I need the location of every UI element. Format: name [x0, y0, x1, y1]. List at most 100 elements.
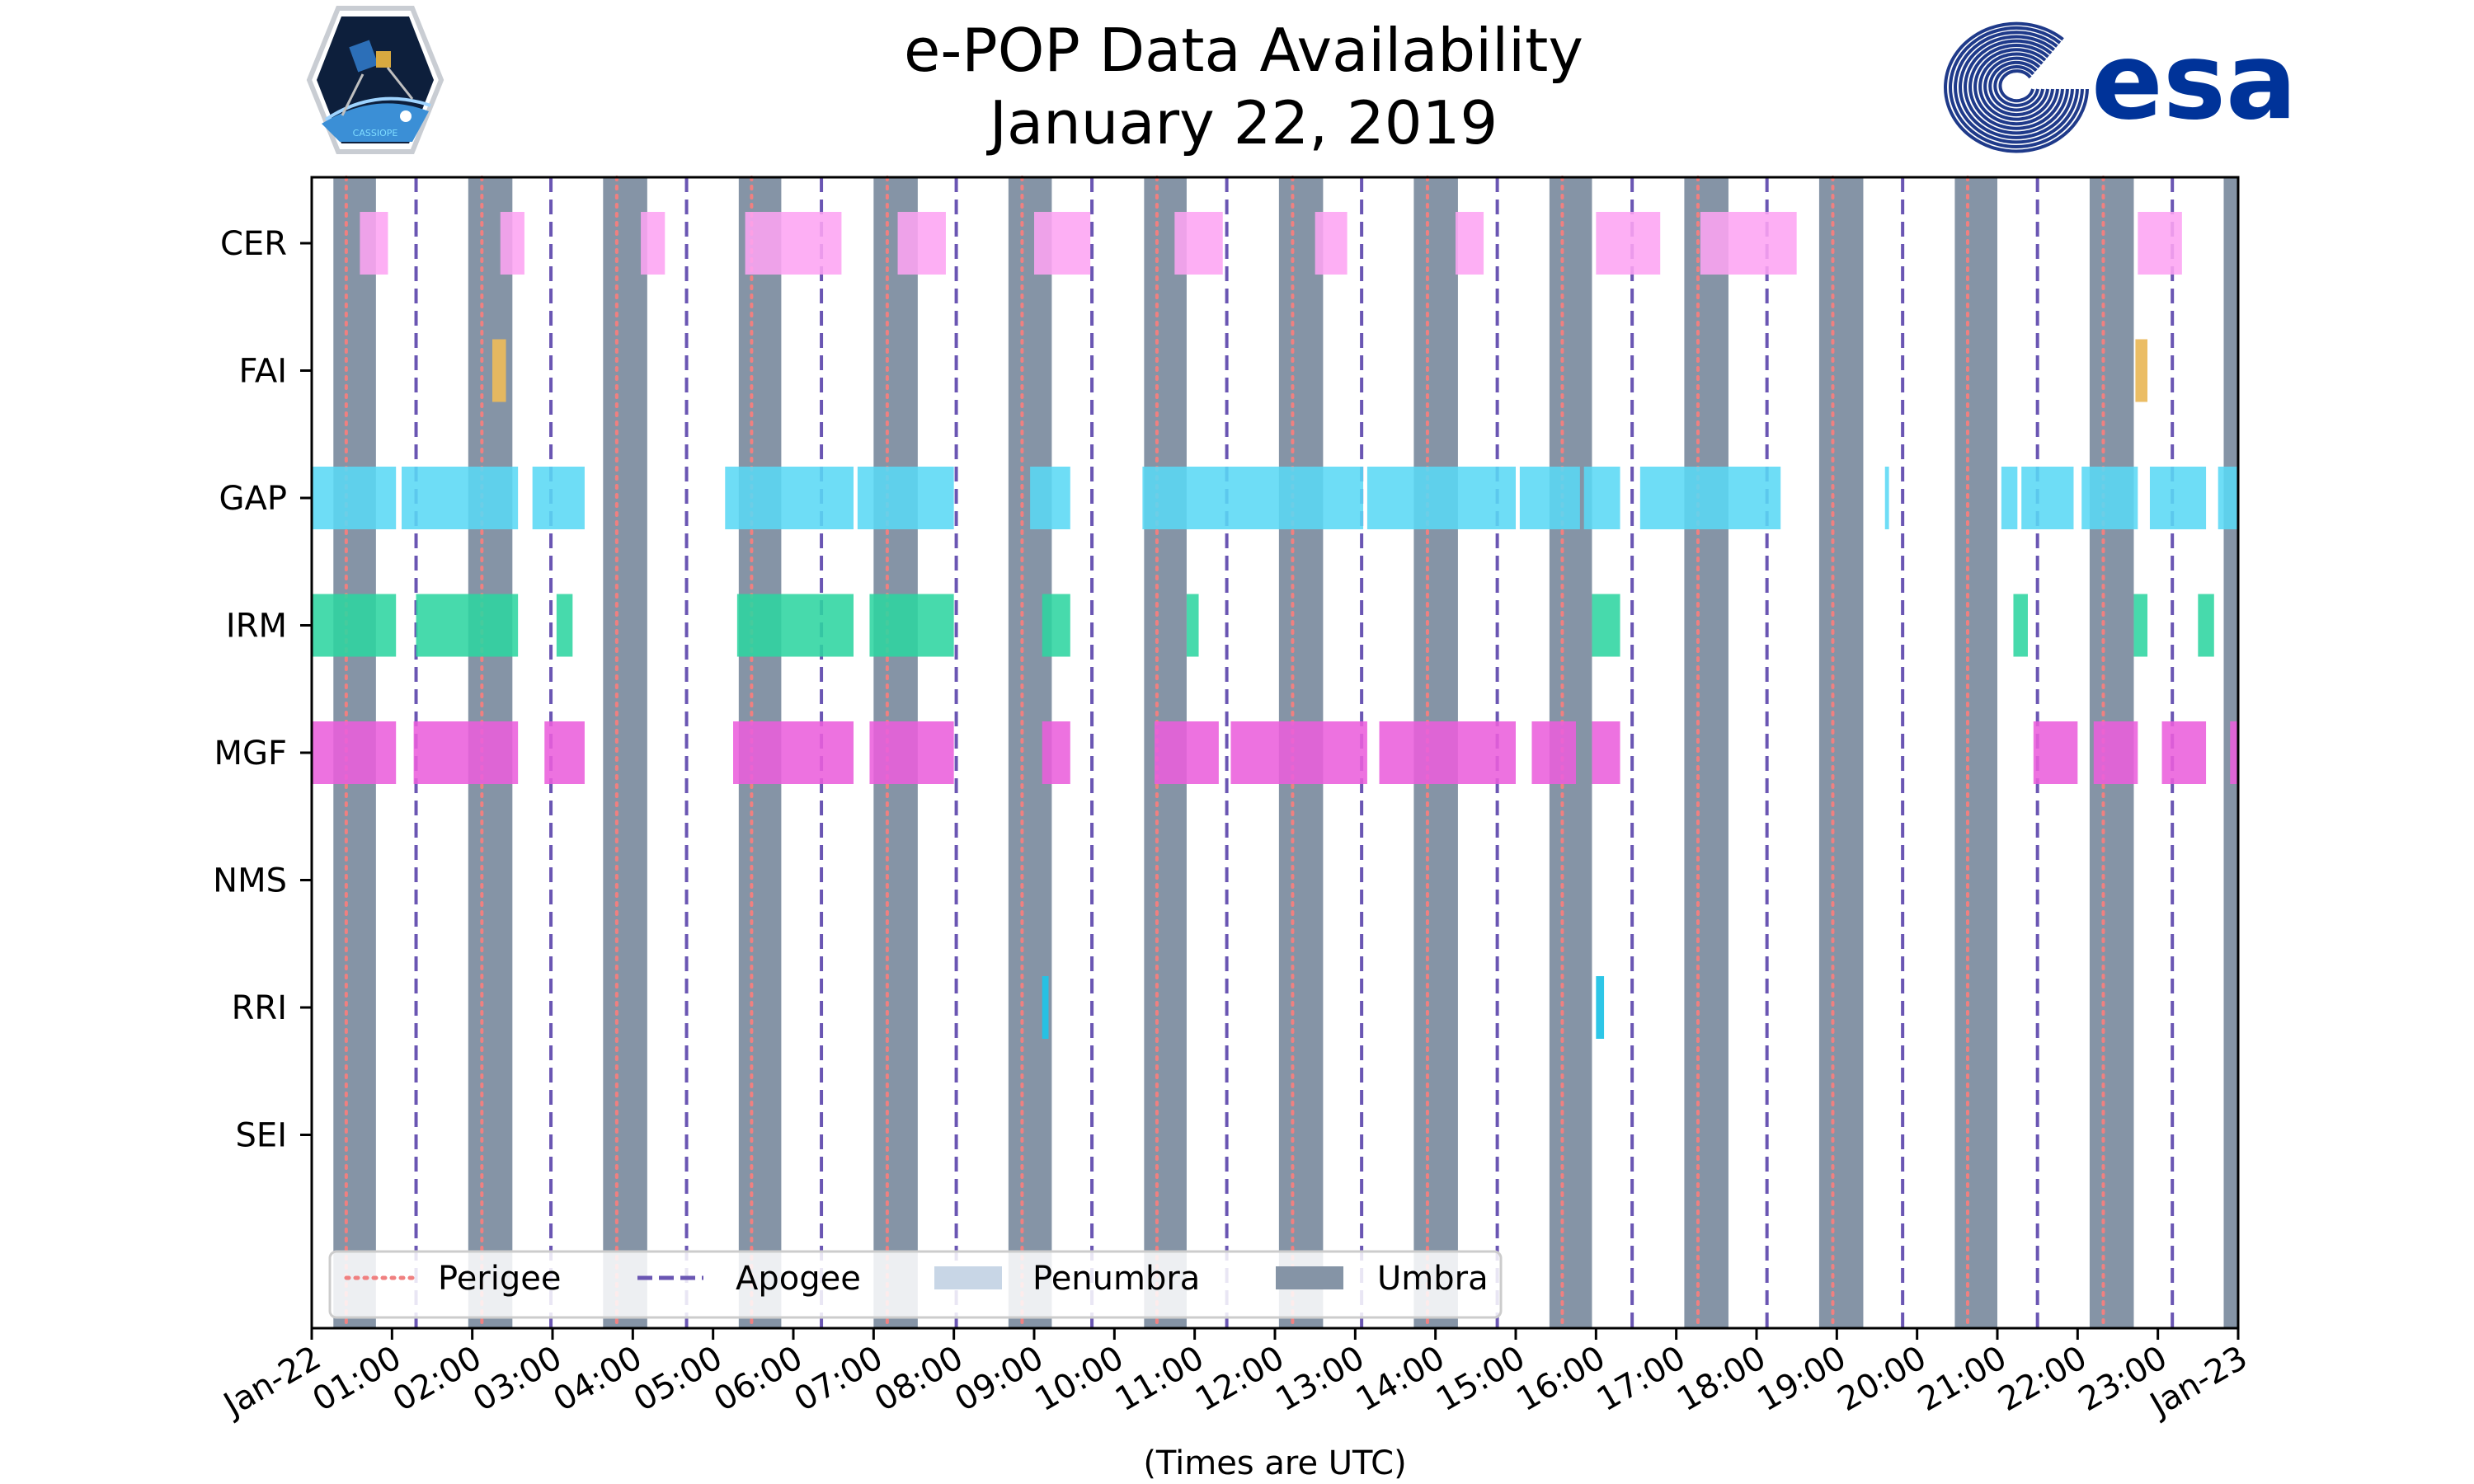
- bar-rri-1: [1596, 976, 1605, 1039]
- bar-cer-0: [360, 212, 388, 275]
- bar-cer-5: [1034, 212, 1091, 275]
- x-tick-label-10: 10:00: [1028, 1339, 1130, 1419]
- bar-fai-1: [2135, 339, 2148, 402]
- bar-irm-7: [1592, 594, 1620, 657]
- bar-cer-1: [500, 212, 524, 275]
- bar-gap-3: [725, 467, 854, 529]
- bar-mgf-9: [1531, 721, 1576, 784]
- bar-mgf-1: [413, 721, 519, 784]
- bar-cer-9: [1596, 212, 1661, 275]
- bar-irm-8: [2013, 594, 2028, 657]
- bar-irm-5: [1042, 594, 1070, 657]
- bar-irm-6: [1186, 594, 1199, 657]
- x-tick-label-21: 21:00: [1912, 1339, 2013, 1419]
- bar-gap-4: [857, 467, 954, 529]
- legend: Perigee Apogee Penumbra Umbra: [328, 1250, 1503, 1319]
- instrument-bars: [312, 212, 2238, 1039]
- y-tick-label-mgf: MGF: [214, 735, 287, 773]
- bar-cer-8: [1456, 212, 1484, 275]
- esa-swirl-stripe-0: [1998, 69, 2034, 103]
- esa-swirl-stripe-1: [1993, 65, 2039, 107]
- esa-swirl-stripe-6: [1968, 43, 2064, 130]
- bar-fai-0: [492, 339, 506, 402]
- bar-cer-6: [1174, 212, 1223, 275]
- bar-cer-10: [1700, 212, 1797, 275]
- bar-mgf-14: [2230, 721, 2238, 784]
- bar-rri-0: [1042, 976, 1049, 1039]
- bar-gap-12: [2001, 467, 2018, 529]
- x-tick-label-3: 03:00: [467, 1339, 568, 1419]
- bar-irm-0: [312, 594, 397, 657]
- y-tick-label-nms: NMS: [213, 862, 287, 900]
- bar-gap-10: [1639, 467, 1781, 529]
- x-axis-ticks: Jan-2201:0002:0003:0004:0005:0006:0007:0…: [215, 1328, 2254, 1425]
- y-tick-label-gap: GAP: [219, 480, 287, 518]
- x-tick-label-12: 12:00: [1189, 1339, 1291, 1419]
- bar-irm-4: [869, 594, 954, 657]
- y-tick-label-irm: IRM: [226, 608, 287, 646]
- bar-gap-11: [1884, 467, 1889, 529]
- bar-gap-6: [1142, 467, 1364, 529]
- bar-cer-3: [745, 212, 842, 275]
- bar-mgf-6: [1155, 721, 1219, 784]
- cassiope-mission-badge-icon: CASSIOPE: [306, 6, 444, 154]
- bar-mgf-5: [1042, 721, 1070, 784]
- x-axis-label: (Times are UTC): [1143, 1444, 1406, 1482]
- legend-frame: [328, 1250, 1503, 1319]
- bar-gap-1: [402, 467, 519, 529]
- x-tick-label-22: 22:00: [1992, 1339, 2093, 1419]
- chart-title-line-2: January 22, 2019: [986, 88, 1498, 157]
- x-tick-label-5: 05:00: [628, 1339, 729, 1419]
- y-tick-label-fai: FAI: [239, 353, 288, 391]
- bar-mgf-8: [1379, 721, 1516, 784]
- esa-swirl-stripe-11: [1944, 21, 2089, 153]
- x-tick-label-11: 11:00: [1109, 1339, 1211, 1419]
- x-tick-label-7: 07:00: [788, 1339, 889, 1419]
- esa-swirl-stripe-4: [1978, 52, 2054, 121]
- bar-mgf-4: [869, 721, 954, 784]
- y-tick-label-sei: SEI: [236, 1117, 287, 1155]
- x-tick-label-1: 01:00: [306, 1339, 407, 1419]
- bar-mgf-13: [2161, 721, 2207, 784]
- bar-gap-15: [2149, 467, 2207, 529]
- esa-swirl-stripe-7: [1964, 39, 2069, 135]
- bar-irm-9: [2133, 594, 2148, 657]
- umbra-band-2: [603, 177, 647, 1328]
- bar-gap-13: [2021, 467, 2074, 529]
- y-tick-label-cer: CER: [220, 225, 287, 263]
- bar-gap-16: [2218, 467, 2238, 529]
- x-tick-label-19: 19:00: [1751, 1339, 1852, 1419]
- x-tick-label-18: 18:00: [1671, 1339, 1772, 1419]
- bar-irm-1: [416, 594, 519, 657]
- esa-swirl-stripe-3: [1983, 56, 2049, 117]
- x-tick-label-9: 09:00: [948, 1339, 1050, 1419]
- legend-penumbra-label: Penumbra: [1032, 1260, 1200, 1298]
- umbra-band-10: [1684, 177, 1729, 1328]
- x-tick-label-6: 06:00: [708, 1339, 809, 1419]
- bar-cer-2: [641, 212, 666, 275]
- x-tick-label-8: 08:00: [868, 1339, 970, 1419]
- umbra-band-12: [1954, 177, 1997, 1328]
- esa-swirl-stripe-2: [1988, 60, 2044, 112]
- bar-irm-10: [2198, 594, 2214, 657]
- x-tick-label-4: 04:00: [547, 1339, 648, 1419]
- esa-swirl-stripe-10: [1949, 26, 2084, 148]
- chart-title-line-1: e-POP Data Availability: [904, 16, 1583, 85]
- bar-cer-11: [2138, 212, 2182, 275]
- bar-mgf-0: [312, 721, 397, 784]
- esa-swirl-stripe-9: [1954, 31, 2079, 144]
- bar-mgf-3: [733, 721, 854, 784]
- x-tick-label-0: Jan-22: [215, 1339, 327, 1425]
- y-axis-ticks: CER FAI GAP IRM MGF NMS RRI SEI: [213, 225, 312, 1155]
- cassiope-badge-text: CASSIOPE: [353, 128, 398, 139]
- esa-swirl-stripe-8: [1959, 35, 2074, 139]
- x-tick-label-15: 15:00: [1430, 1339, 1531, 1419]
- bar-cer-4: [897, 212, 946, 275]
- umbra-band-11: [1818, 177, 1864, 1328]
- x-tick-label-16: 16:00: [1510, 1339, 1611, 1419]
- bar-irm-3: [736, 594, 854, 657]
- bar-mgf-11: [2033, 721, 2078, 784]
- bar-gap-8: [1519, 467, 1580, 529]
- x-tick-label-2: 02:00: [387, 1339, 488, 1419]
